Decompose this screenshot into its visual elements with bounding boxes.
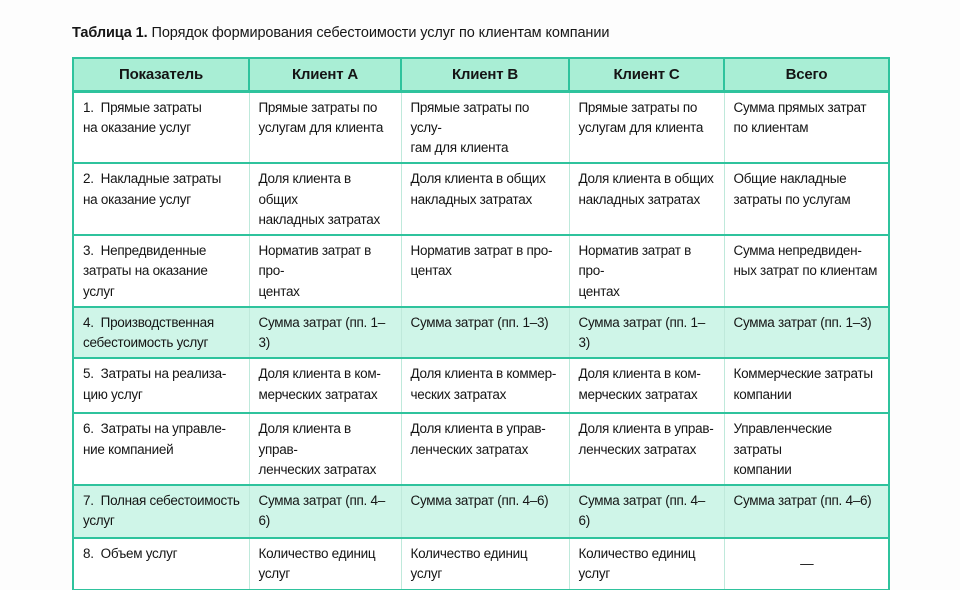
client-c-cell: Доля клиента в ком- мерческих затратах (568, 357, 725, 415)
client-a-cell: Прямые затраты по услугам для клиента (248, 89, 402, 165)
client-a-cell: Сумма затрат (пп. 4–6) (248, 484, 402, 539)
header-row: Показатель Клиент A Клиент B Клиент C Вс… (72, 57, 890, 93)
client-b-cell: Доля клиента в общих накладных затратах (400, 162, 570, 236)
column-header-client-b: Клиент B (400, 57, 570, 93)
total-cell: Коммерческие затраты компании (723, 357, 890, 415)
indicator-cell: 5. Затраты на реализа- цию услуг (72, 357, 250, 415)
table-caption-number: Таблица 1. (72, 25, 148, 41)
client-b-cell: Сумма затрат (пп. 4–6) (400, 484, 570, 539)
table-row-7-full-cost: 7. Полная себестоимость услуг Сумма затр… (72, 484, 890, 539)
table-caption: Таблица 1. Порядок формирования себестои… (72, 25, 609, 41)
table-row-3-contingency-costs: 3. Непредвиденные затраты на оказание ус… (72, 234, 890, 308)
total-cell: Сумма прямых затрат по клиентам (723, 89, 890, 165)
table-row-2-overhead-costs: 2. Накладные затраты на оказание услуг Д… (72, 162, 890, 236)
client-c-cell: Доля клиента в общих накладных затратах (568, 162, 725, 236)
client-a-cell: Сумма затрат (пп. 1–3) (248, 305, 402, 360)
client-b-cell: Доля клиента в коммер- ческих затратах (400, 357, 570, 415)
client-b-cell: Норматив затрат в про- центах (400, 234, 570, 308)
table-row-1-direct-costs: 1. Прямые затраты на оказание услуг Прям… (72, 89, 890, 165)
client-a-cell: Количество единиц услуг (248, 537, 402, 590)
client-a-cell: Доля клиента в общих накладных затратах (248, 162, 402, 236)
column-header-client-a: Клиент A (248, 57, 402, 93)
client-c-cell: Доля клиента в управ- ленческих затратах (568, 412, 725, 486)
client-c-cell: Сумма затрат (пп. 1–3) (568, 305, 725, 360)
column-header-client-c: Клиент C (568, 57, 725, 93)
client-c-cell: Прямые затраты по услугам для клиента (568, 89, 725, 165)
table-row-4-production-cost: 4. Производственная себестоимость услуг … (72, 305, 890, 360)
table-caption-text: Порядок формирования себестоимости услуг… (147, 25, 610, 41)
indicator-cell: 8. Объем услуг (72, 537, 250, 590)
cost-formation-table: Показатель Клиент A Клиент B Клиент C Вс… (72, 57, 890, 590)
client-b-cell: Прямые затраты по услу- гам для клиента (400, 89, 570, 165)
total-cell: Сумма затрат (пп. 4–6) (723, 484, 890, 539)
client-a-cell: Доля клиента в ком- мерческих затратах (248, 357, 402, 415)
client-b-cell: Сумма затрат (пп. 1–3) (400, 305, 570, 360)
indicator-cell: 3. Непредвиденные затраты на оказание ус… (72, 234, 250, 308)
table-row-5-sales-costs: 5. Затраты на реализа- цию услуг Доля кл… (72, 357, 890, 415)
total-cell: Общие накладные затраты по услугам (723, 162, 890, 236)
indicator-cell: 6. Затраты на управле- ние компанией (72, 412, 250, 486)
indicator-cell: 4. Производственная себестоимость услуг (72, 305, 250, 360)
client-c-cell: Норматив затрат в про- центах (568, 234, 725, 308)
client-a-cell: Доля клиента в управ- ленческих затратах (248, 412, 402, 486)
column-header-indicator: Показатель (72, 57, 250, 93)
total-cell-dash: — (723, 537, 890, 590)
client-b-cell: Количество единиц услуг (400, 537, 570, 590)
indicator-cell: 1. Прямые затраты на оказание услуг (72, 89, 250, 165)
client-c-cell: Сумма затрат (пп. 4–6) (568, 484, 725, 539)
total-cell: Сумма затрат (пп. 1–3) (723, 305, 890, 360)
client-a-cell: Норматив затрат в про- центах (248, 234, 402, 308)
table-row-8-service-volume: 8. Объем услуг Количество единиц услуг К… (72, 537, 890, 590)
client-c-cell: Количество единиц услуг (568, 537, 725, 590)
total-cell: Управленческие затраты компании (723, 412, 890, 486)
indicator-cell: 7. Полная себестоимость услуг (72, 484, 250, 539)
table-row-6-management-costs: 6. Затраты на управле- ние компанией Дол… (72, 412, 890, 486)
column-header-total: Всего (723, 57, 890, 93)
table-header: Показатель Клиент A Клиент B Клиент C Вс… (72, 57, 890, 93)
indicator-cell: 2. Накладные затраты на оказание услуг (72, 162, 250, 236)
total-cell: Сумма непредвиден- ных затрат по клиента… (723, 234, 890, 308)
table-body: 1. Прямые затраты на оказание услуг Прям… (72, 89, 890, 590)
client-b-cell: Доля клиента в управ- ленческих затратах (400, 412, 570, 486)
